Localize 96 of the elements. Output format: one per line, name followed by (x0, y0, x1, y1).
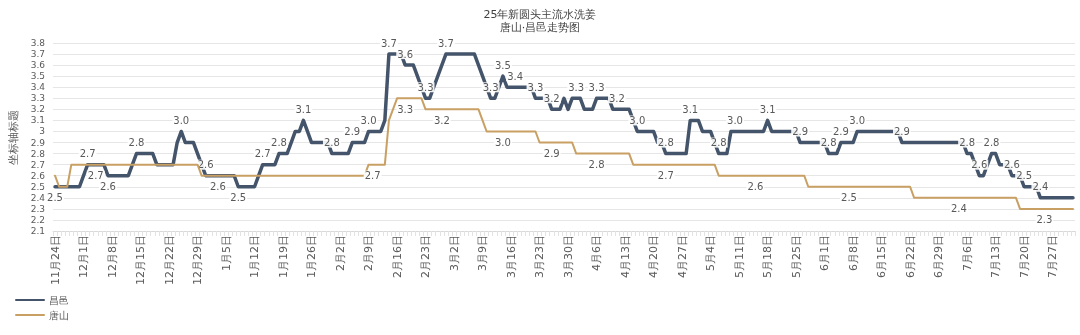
data-label: 3.2 (608, 92, 625, 104)
data-label: 3.1 (295, 103, 312, 115)
data-label: 3.4 (507, 70, 524, 82)
x-tick-label: 4月27日 (675, 235, 689, 278)
chart-title: 25年新圆头主流水洗姜 (483, 8, 597, 21)
x-tick-label: 2月9日 (362, 235, 376, 271)
x-tick-label: 4月13日 (618, 235, 632, 278)
legend-label: 唐山 (49, 309, 69, 321)
x-tick-label: 4月6日 (590, 235, 604, 271)
y-tick-label: 3.5 (30, 71, 45, 82)
y-tick-label: 3.6 (30, 60, 46, 71)
x-tick-label: 4月20日 (647, 235, 661, 278)
data-label: 2.5 (47, 192, 63, 204)
data-label: 2.7 (87, 170, 104, 182)
y-tick-label: 2.2 (30, 214, 45, 225)
x-tick-label: 1月19日 (276, 235, 290, 278)
y-tick-label: 3.1 (30, 115, 45, 126)
data-label: 2.9 (344, 126, 361, 138)
x-tick-label: 12月22日 (162, 235, 176, 285)
data-label: 2.7 (79, 148, 96, 160)
y-tick-label: 2.4 (30, 192, 46, 203)
data-label: 3.5 (494, 59, 511, 71)
x-tick-label: 5月25日 (789, 235, 803, 278)
x-tick-label: 7月6日 (960, 235, 974, 271)
x-tick-label: 3月9日 (476, 235, 490, 271)
x-tick-label: 6月22日 (903, 235, 917, 278)
x-tick-label: 12月15日 (134, 235, 148, 285)
data-label: 2.8 (588, 159, 605, 171)
data-label: 2.6 (747, 181, 764, 193)
data-label: 2.8 (983, 137, 1000, 149)
x-tick-label: 3月23日 (533, 235, 547, 278)
x-tick-label: 6月15日 (875, 235, 889, 278)
data-label: 3.0 (494, 136, 511, 148)
data-label: 2.9 (543, 148, 560, 160)
x-tick-label: 11月24日 (48, 235, 62, 285)
y-axis-title: 坐标轴标题 (7, 109, 20, 165)
y-tick-label: 2.5 (30, 181, 45, 192)
x-tick-label: 3月2日 (447, 235, 461, 271)
x-tick-label: 7月13日 (989, 235, 1003, 278)
x-tick-label: 12月1日 (77, 235, 91, 278)
data-label: 3.0 (360, 114, 377, 126)
y-tick-label: 3.3 (30, 93, 45, 104)
x-tick-label: 2月23日 (419, 235, 433, 278)
y-tick-label: 3 (39, 126, 45, 137)
data-label: 3.7 (437, 37, 454, 49)
data-label: 3.7 (380, 37, 397, 49)
data-label: 3.2 (433, 114, 450, 126)
data-label: 3.0 (849, 114, 866, 126)
data-label: 3.3 (397, 103, 414, 115)
x-tick-label: 1月5日 (219, 235, 233, 271)
y-tick-label: 2.7 (30, 159, 45, 170)
y-tick-label: 2.9 (30, 137, 46, 148)
chart-subtitle: 唐山·昌邑走势图 (499, 21, 581, 34)
data-label: 3.3 (568, 81, 585, 93)
data-label: 3.1 (682, 103, 699, 115)
x-tick-label: 2月16日 (390, 235, 404, 278)
x-tick-label: 7月27日 (1046, 235, 1060, 278)
x-tick-label: 2月2日 (333, 235, 347, 271)
x-tick-label: 1月12日 (248, 235, 262, 278)
data-label: 3.0 (173, 114, 190, 126)
data-label: 2.6 (209, 181, 226, 193)
x-tick-label: 5月4日 (704, 235, 718, 271)
x-tick-label: 5月18日 (761, 235, 775, 278)
data-label: 2.7 (254, 148, 271, 160)
y-tick-label: 3.2 (30, 104, 45, 115)
y-tick-label: 3.7 (30, 49, 45, 60)
data-label: 3.3 (588, 81, 605, 93)
y-tick-label: 3.4 (30, 82, 46, 93)
x-tick-label: 7月20日 (1017, 235, 1031, 278)
x-tick-label: 12月29日 (191, 235, 205, 285)
x-tick-label: 12月8日 (105, 235, 119, 278)
data-label: 3.1 (759, 103, 776, 115)
data-label: 2.6 (100, 181, 116, 193)
x-tick-label: 3月16日 (504, 235, 518, 278)
y-tick-label: 3.8 (30, 38, 46, 48)
x-tick-label: 6月8日 (846, 235, 860, 271)
data-label: 2.7 (657, 170, 674, 182)
data-label: 2.5 (230, 192, 247, 204)
y-tick-label: 2.3 (30, 203, 45, 214)
data-label: 2.7 (364, 170, 381, 182)
x-tick-label: 5月11日 (732, 235, 746, 278)
x-tick-label: 6月1日 (818, 235, 832, 271)
data-label: 2.8 (128, 137, 145, 149)
x-tick-label: 6月29日 (932, 235, 946, 278)
data-label: 2.5 (841, 192, 857, 204)
data-label: 2.8 (271, 137, 287, 149)
data-label: 3.0 (727, 114, 743, 126)
data-label: 2.9 (832, 126, 849, 138)
data-label: 2.4 (951, 203, 967, 215)
x-tick-label: 3月30日 (561, 235, 575, 278)
data-label: 2.3 (1036, 214, 1053, 226)
y-tick-label: 2.8 (30, 148, 46, 159)
y-tick-label: 2.6 (30, 170, 46, 181)
x-tick-label: 1月26日 (305, 235, 319, 278)
y-tick-label: 2.1 (30, 226, 45, 236)
legend-label: 昌邑 (49, 294, 69, 306)
